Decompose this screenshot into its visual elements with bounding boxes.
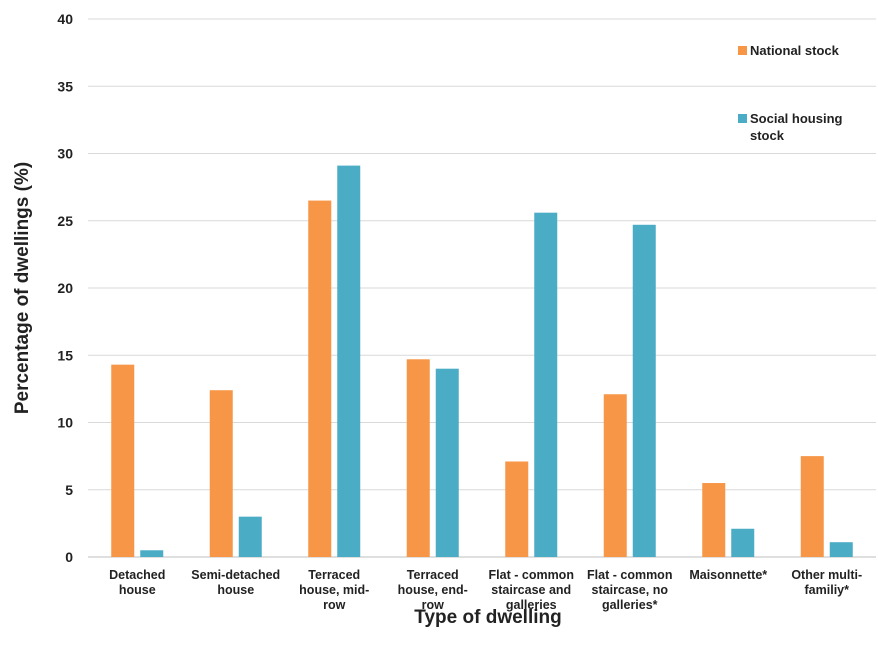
bar-social-housing-stock-7 <box>731 528 755 557</box>
x-category-label: Maisonnette* <box>689 568 767 582</box>
bar-social-housing-stock-3 <box>337 165 361 558</box>
bar-national-stock-2 <box>209 390 233 557</box>
y-tick-label: 15 <box>57 347 73 363</box>
y-axis-tick-labels: 0 5 10 15 20 25 30 35 40 <box>57 11 73 565</box>
bar-national-stock-5 <box>505 461 529 557</box>
y-tick-label: 0 <box>65 549 73 565</box>
x-category-label: Flat - common staircase and galleries <box>489 568 574 612</box>
bar-social-housing-stock-4 <box>435 368 459 557</box>
bar-social-housing-stock-6 <box>632 224 656 557</box>
bar-national-stock-6 <box>603 394 627 557</box>
x-axis-category-labels: Detached house Semi-detached house Terraced h… <box>109 568 862 612</box>
legend-swatch <box>738 114 747 123</box>
bar-social-housing-stock-1 <box>140 550 164 557</box>
bar-national-stock-7 <box>702 483 726 557</box>
y-tick-label: 20 <box>57 280 73 296</box>
x-category-label: Terraced house, mid-row <box>299 568 369 612</box>
y-tick-label: 25 <box>57 213 73 229</box>
legend-swatch <box>738 46 747 55</box>
bar-national-stock-3 <box>308 200 332 557</box>
x-axis-title: Type of dwelling <box>414 607 561 628</box>
y-tick-label: 30 <box>57 146 73 162</box>
gridlines <box>88 18 876 558</box>
bar-social-housing-stock-8 <box>829 542 853 557</box>
y-tick-label: 5 <box>65 482 73 498</box>
y-tick-label: 40 <box>57 11 73 27</box>
x-category-label: Flat - common staircase, no galleries* <box>587 568 672 612</box>
legend: National stock Social housing stock <box>738 43 843 143</box>
bar-national-stock-8 <box>800 456 824 557</box>
x-category-label: Semi-detached house <box>191 568 280 597</box>
x-category-label: Terraced house, end-row <box>398 568 468 612</box>
bar-social-housing-stock-5 <box>534 212 558 557</box>
x-category-label: Detached house <box>109 568 165 597</box>
legend-label: Social housing stock <box>750 111 843 143</box>
bars <box>111 165 853 558</box>
y-axis-title: Percentage of dwellings (%) <box>12 162 33 414</box>
bar-national-stock-4 <box>406 359 430 557</box>
y-tick-label: 10 <box>57 415 73 431</box>
y-tick-label: 35 <box>57 78 73 94</box>
bar-national-stock-1 <box>111 364 135 557</box>
legend-label: National stock <box>750 43 840 58</box>
bar-social-housing-stock-2 <box>238 516 262 557</box>
x-category-label: Other multi-familiy* <box>791 568 862 597</box>
